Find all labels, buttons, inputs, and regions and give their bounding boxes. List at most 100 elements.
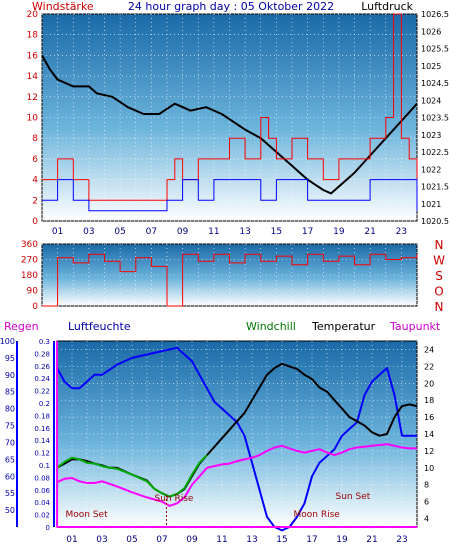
left-tick-label: 18 (27, 31, 39, 41)
left-tick-label: 0 (32, 217, 38, 227)
x-tick-label: 21 (366, 535, 377, 545)
series-line-Regen (56, 340, 417, 528)
x-tick-label: 15 (276, 535, 287, 545)
compass-label: N (435, 300, 444, 314)
series-line-Luftfeuchte (56, 346, 417, 532)
series-line-Taupunkt (56, 443, 417, 507)
rain-tick-label: 0.08 (34, 474, 50, 482)
annotation-label: Moon Rise (294, 510, 341, 520)
compass-label: O (434, 285, 443, 299)
x-tick-label: 19 (333, 227, 345, 237)
x-tick-label: 13 (239, 227, 250, 237)
rain-tick-label: 0.3 (39, 338, 50, 346)
chart-title: 24 hour graph day : 05 Oktober 2022 (128, 0, 334, 13)
rain-tick-label: 0.12 (34, 450, 50, 458)
temp-tick-label: 4 (424, 515, 429, 524)
direction-tick-label: 0 (32, 302, 38, 312)
right-tick-label: 1024.5 (421, 79, 449, 88)
temp-tick-label: 14 (424, 430, 434, 439)
x-tick-label: 07 (146, 227, 157, 237)
right-tick-label: 1025.5 (421, 45, 449, 54)
humidity-tick-label: 50 (5, 506, 15, 515)
right-tick-label: 1021 (421, 200, 441, 209)
humidity-tick-label: 85 (5, 388, 15, 397)
humidity-tick-label: 65 (5, 455, 15, 464)
temp-tick-label: 22 (424, 362, 434, 371)
left-tick-label: 16 (27, 51, 39, 61)
left-tick-label: 20 (27, 10, 39, 20)
right-tick-label: 1026.5 (421, 10, 449, 19)
humidity-tick-label: 100 (0, 337, 15, 346)
x-tick-label: 23 (396, 227, 407, 237)
x-tick-label: 07 (156, 535, 167, 545)
x-tick-label: 11 (216, 535, 227, 545)
left-tick-label: 14 (27, 72, 39, 82)
x-tick-label: 03 (83, 227, 94, 237)
series-line-Windrichtung (42, 253, 418, 307)
x-tick-label: 01 (66, 535, 77, 545)
right-tick-label: 1022 (421, 165, 441, 174)
rain-tick-label: 0 (46, 524, 50, 532)
series-line-Luftdruck (41, 54, 418, 195)
x-tick-label: 13 (246, 535, 257, 545)
x-tick-label: 01 (52, 227, 63, 237)
left-tick-label: 2 (32, 196, 38, 206)
x-tick-label: 21 (364, 227, 375, 237)
temp-tick-label: 16 (424, 413, 434, 422)
temp-tick-label: 18 (424, 396, 434, 405)
x-tick-label: 23 (396, 535, 407, 545)
rain-tick-label: 0.24 (34, 375, 50, 383)
x-tick-label: 17 (302, 227, 313, 237)
left-axis-label: Windstärke (32, 0, 94, 13)
left-tick-label: 12 (27, 93, 38, 103)
x-tick-label: 11 (208, 227, 219, 237)
temp-tick-label: 8 (424, 481, 429, 490)
legend-luftfeuchte: Luftfeuchte (68, 320, 131, 333)
rain-tick-label: 0.04 (34, 499, 50, 507)
left-tick-label: 6 (32, 155, 38, 165)
temp-tick-label: 10 (424, 464, 434, 473)
right-tick-label: 1023.5 (421, 114, 449, 123)
series-line-Windchill (56, 454, 208, 498)
compass-label: W (433, 254, 445, 268)
compass-label: N (435, 238, 444, 252)
legend-temperatur: Temperatur (311, 320, 376, 333)
right-tick-label: 1025 (421, 62, 441, 71)
annotation-label: Sun Set (336, 492, 371, 502)
rain-tick-label: 0.14 (34, 437, 50, 445)
x-tick-label: 09 (177, 227, 189, 237)
annotation-label: Moon Set (66, 510, 109, 520)
humidity-tick-label: 60 (5, 472, 15, 481)
direction-tick-label: 90 (27, 287, 39, 297)
left-tick-label: 10 (27, 114, 39, 124)
x-tick-label: 19 (336, 535, 348, 545)
humidity-tick-label: 80 (5, 405, 15, 414)
series-line-Windstärke (42, 13, 418, 201)
humidity-tick-label: 55 (5, 489, 15, 498)
left-tick-label: 4 (32, 176, 38, 186)
humidity-tick-label: 90 (5, 371, 15, 380)
compass-label: S (435, 269, 443, 283)
direction-tick-label: 360 (21, 240, 38, 250)
rain-tick-label: 0.18 (34, 412, 50, 420)
x-tick-label: 05 (114, 227, 125, 237)
rain-tick-label: 0.02 (34, 512, 50, 520)
temp-tick-label: 20 (424, 379, 434, 388)
left-tick-label: 8 (32, 134, 38, 144)
right-axis-label: Luftdruck (361, 0, 413, 13)
temp-tick-label: 6 (424, 498, 429, 507)
annotation-label: Sun Rise (155, 494, 194, 504)
x-tick-label: 05 (126, 535, 137, 545)
rain-tick-label: 0.1 (39, 462, 50, 470)
x-tick-label: 17 (306, 535, 317, 545)
right-tick-label: 1021.5 (421, 183, 449, 192)
right-tick-label: 1023 (421, 131, 441, 140)
rain-tick-label: 0.22 (34, 388, 50, 396)
temp-tick-label: 24 (424, 345, 434, 354)
direction-tick-label: 270 (21, 256, 38, 266)
rain-tick-label: 0.16 (34, 425, 50, 433)
right-tick-label: 1026 (421, 27, 441, 36)
right-tick-label: 1024 (421, 96, 441, 105)
